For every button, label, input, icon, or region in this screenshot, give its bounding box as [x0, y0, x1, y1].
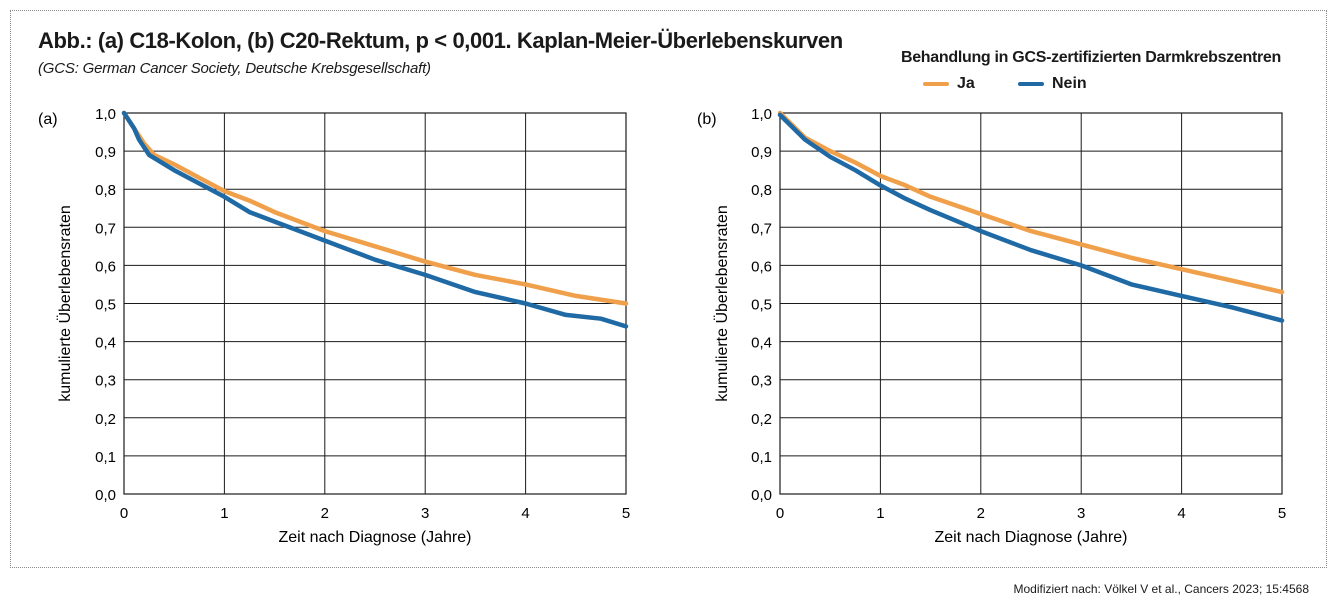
- y-tick-label-a: 0,8: [95, 182, 116, 199]
- legend-item-ja: Ja: [923, 75, 975, 93]
- x-tick-label-b: 2: [977, 505, 985, 522]
- y-tick-label-b: 0,1: [751, 449, 772, 466]
- legend-label-ja: Ja: [957, 75, 975, 92]
- y-tick-label-b: 0,7: [751, 220, 772, 237]
- y-tick-label-a: 0,3: [95, 373, 116, 390]
- series-line-nein-a: [121, 110, 629, 329]
- x-tick-label-b: 5: [1278, 505, 1286, 522]
- y-tick-label-b: 0,0: [751, 487, 772, 504]
- source-note: Modifiziert nach: Völkel V et al., Cance…: [1013, 582, 1310, 596]
- y-tick-label-a: 0,6: [95, 258, 116, 275]
- x-axis-label-b: Zeit nach Diagnose (Jahre): [935, 529, 1128, 546]
- y-tick-label-b: 0,4: [751, 335, 772, 352]
- y-tick-label-a: 0,0: [95, 487, 116, 504]
- x-tick-label-a: 5: [622, 505, 630, 522]
- legend-swatch-ja: [923, 81, 949, 86]
- x-tick-label-a: 1: [220, 505, 228, 522]
- series-line-nein-b: [777, 112, 1285, 323]
- y-tick-label-a: 0,4: [95, 335, 116, 352]
- y-tick-label-a: 0,9: [95, 144, 116, 161]
- y-tick-label-a: 0,7: [95, 220, 116, 237]
- x-tick-label-b: 1: [876, 505, 884, 522]
- y-tick-label-b: 0,9: [751, 144, 772, 161]
- x-tick-label-b: 0: [776, 505, 784, 522]
- y-tick-label-b: 0,8: [751, 182, 772, 199]
- figure-title: Abb.: (a) C18-Kolon, (b) C20-Rektum, p <…: [38, 28, 843, 53]
- y-axis-label-b: kumulierte Überlebensraten: [713, 205, 731, 402]
- y-tick-label-a: 0,5: [95, 297, 116, 314]
- y-tick-label-b: 0,6: [751, 258, 772, 275]
- series-line-ja-b: [777, 110, 1285, 295]
- x-tick-label-b: 3: [1077, 505, 1085, 522]
- x-tick-label-a: 2: [321, 505, 329, 522]
- panel-label-b: (b): [697, 111, 717, 128]
- y-tick-label-a: 0,1: [95, 449, 116, 466]
- panel-label-a: (a): [38, 111, 58, 128]
- legend-item-nein: Nein: [1018, 75, 1087, 93]
- y-tick-label-a: 1,0: [95, 106, 116, 123]
- y-tick-label-b: 0,3: [751, 373, 772, 390]
- x-tick-label-b: 4: [1177, 505, 1185, 522]
- series-line-ja-a: [121, 110, 629, 306]
- legend-swatch-nein: [1018, 81, 1044, 86]
- x-tick-label-a: 4: [521, 505, 529, 522]
- y-tick-label-b: 0,5: [751, 297, 772, 314]
- legend-label-nein: Nein: [1052, 75, 1087, 92]
- figure-frame: [10, 10, 1327, 568]
- y-tick-label-b: 0,2: [751, 411, 772, 428]
- y-axis-label-a: kumulierte Überlebensraten: [56, 205, 74, 402]
- x-axis-label-a: Zeit nach Diagnose (Jahre): [279, 529, 472, 546]
- figure-subtitle: (GCS: German Cancer Society, Deutsche Kr…: [38, 60, 431, 77]
- legend-title: Behandlung in GCS-zertifizierten Darmkre…: [900, 49, 1281, 66]
- y-tick-label-a: 0,2: [95, 411, 116, 428]
- y-tick-label-b: 1,0: [751, 106, 772, 123]
- x-tick-label-a: 3: [421, 505, 429, 522]
- x-tick-label-a: 0: [120, 505, 128, 522]
